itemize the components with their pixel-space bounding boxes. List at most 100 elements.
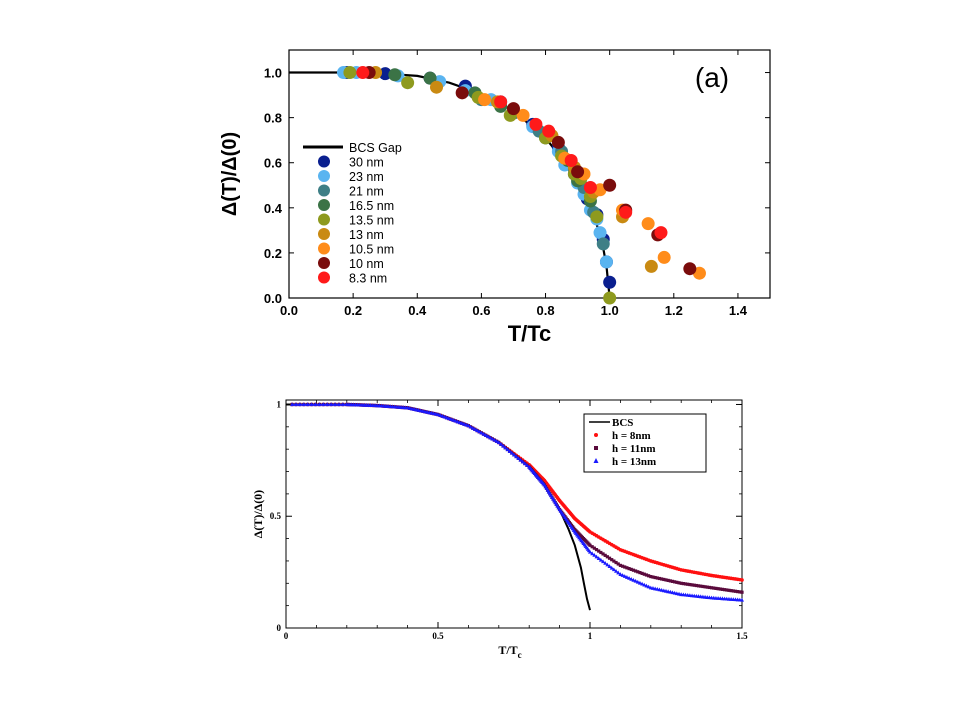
series-marker-h13nm bbox=[488, 435, 493, 440]
series-marker-h11nm bbox=[627, 567, 631, 571]
legend-marker bbox=[318, 184, 330, 197]
series-marker-h13nm bbox=[512, 452, 516, 457]
series-marker-h13nm bbox=[609, 565, 614, 570]
series-marker-h13nm bbox=[520, 459, 525, 464]
data-point-8-3-nm bbox=[564, 153, 578, 167]
legend-marker bbox=[318, 228, 330, 240]
series-marker-h13nm bbox=[436, 412, 440, 417]
series-marker-h11nm bbox=[601, 552, 605, 556]
series-marker-h11nm bbox=[688, 582, 692, 587]
series-marker-h13nm bbox=[462, 421, 467, 426]
series-marker-h11nm bbox=[725, 588, 729, 592]
data-point-23-nm bbox=[593, 226, 607, 240]
y-tick-label-b: 0 bbox=[277, 623, 282, 633]
series-marker-h11nm bbox=[703, 585, 707, 589]
series-marker-h13nm bbox=[455, 419, 460, 424]
data-point-8-3-nm bbox=[654, 226, 668, 240]
legend-marker bbox=[318, 155, 330, 168]
data-point-21-nm bbox=[596, 237, 610, 251]
data-point-16-5-nm bbox=[388, 68, 402, 82]
series-marker-h11nm bbox=[738, 590, 742, 594]
series-marker-h13nm bbox=[340, 402, 345, 407]
series-marker-h13nm bbox=[485, 434, 490, 439]
data-point-10-5-nm bbox=[657, 250, 671, 264]
series-marker-h13nm bbox=[501, 443, 506, 448]
series-marker-h11nm bbox=[594, 548, 599, 552]
series-marker-h11nm bbox=[634, 569, 638, 573]
x-axis-title-a: T/Tc bbox=[508, 321, 552, 346]
series-marker-h13nm bbox=[479, 430, 484, 435]
series-marker-h13nm bbox=[631, 577, 636, 582]
legend-marker bbox=[318, 170, 330, 182]
series-marker-h11nm bbox=[699, 584, 703, 588]
legend-label: 23 nm bbox=[349, 170, 384, 184]
series-marker-h13nm bbox=[622, 574, 627, 578]
data-point-8-3-nm bbox=[529, 117, 543, 131]
series-marker-h13nm bbox=[466, 423, 471, 428]
plot-frame-a bbox=[288, 49, 771, 299]
series-marker-h13nm bbox=[620, 573, 625, 577]
series-marker-h13nm bbox=[592, 552, 597, 557]
data-point-8-3-nm bbox=[619, 205, 633, 219]
y-tick-label-a: 0.2 bbox=[264, 246, 282, 261]
series-marker-h13nm bbox=[459, 421, 464, 425]
y-axis-title-a: Δ(T)/Δ(0) bbox=[219, 132, 241, 216]
series-marker-h13nm bbox=[444, 415, 449, 420]
x-axis-title-subscript-b: c bbox=[518, 650, 522, 660]
legend-box-b bbox=[583, 413, 707, 473]
series-marker-h13nm bbox=[333, 402, 338, 407]
series-marker-h11nm bbox=[694, 583, 698, 588]
series-marker-h13nm bbox=[629, 576, 634, 581]
series-marker-h13nm bbox=[740, 597, 744, 602]
legend-marker bbox=[318, 271, 330, 284]
series-marker-h11nm bbox=[588, 543, 592, 547]
series-marker-h13nm bbox=[525, 463, 530, 467]
legend-marker-h11nm bbox=[594, 446, 598, 450]
legend-label-b: h = 8nm bbox=[612, 430, 651, 442]
series-marker-h13nm bbox=[470, 425, 475, 430]
y-tick-label-a: 0.4 bbox=[264, 201, 283, 216]
series-marker-h11nm bbox=[720, 587, 725, 591]
series-marker-h11nm bbox=[662, 577, 666, 582]
series-marker-h13nm bbox=[336, 402, 341, 407]
series-marker-h11nm bbox=[727, 588, 731, 592]
y-tick-label-b: 1 bbox=[277, 399, 282, 409]
series-marker-h13nm bbox=[438, 413, 443, 417]
series-marker-h11nm bbox=[616, 562, 620, 566]
series-marker-h13nm bbox=[514, 454, 519, 459]
legend-marker bbox=[318, 199, 330, 211]
data-point-13-5-nm bbox=[401, 76, 415, 90]
legend-label: 10.5 nm bbox=[349, 243, 394, 257]
series-marker-h13nm bbox=[321, 402, 326, 407]
series-marker-h13nm bbox=[633, 578, 638, 583]
series-marker-h13nm bbox=[598, 557, 603, 562]
series-marker-h13nm bbox=[481, 431, 486, 436]
series-marker-h11nm bbox=[614, 560, 618, 565]
y-axis-title-b: Δ(T)/Δ(0) bbox=[251, 490, 265, 538]
legend-label: 16.5 nm bbox=[349, 199, 394, 213]
series-marker-h13nm bbox=[305, 402, 310, 407]
series-marker-h13nm bbox=[618, 572, 623, 576]
series-marker-h11nm bbox=[733, 589, 738, 593]
legend-label-b: BCS bbox=[612, 417, 633, 429]
y-tick-label-a: 0.0 bbox=[264, 291, 282, 306]
series-marker-h11nm bbox=[729, 589, 733, 593]
data-point-10-nm bbox=[506, 102, 520, 116]
series-marker-h11nm bbox=[631, 568, 636, 572]
series-marker-h13nm bbox=[496, 440, 501, 445]
series-marker-h11nm bbox=[599, 550, 603, 555]
data-point-30-nm bbox=[603, 275, 617, 289]
x-tick-label-a: 1.4 bbox=[729, 303, 748, 318]
series-line-bcs bbox=[286, 403, 591, 611]
series-marker-h13nm bbox=[317, 402, 322, 407]
series-marker-h11nm bbox=[636, 570, 640, 574]
series-marker-h13nm bbox=[601, 559, 606, 564]
legend-label: 13 nm bbox=[349, 228, 384, 242]
series-marker-h13nm bbox=[313, 402, 318, 407]
series-marker-h11nm bbox=[592, 546, 596, 550]
x-tick-label-a: 0.2 bbox=[344, 303, 362, 318]
series-marker-h11nm bbox=[714, 586, 718, 591]
series-marker-h11nm bbox=[651, 575, 655, 579]
